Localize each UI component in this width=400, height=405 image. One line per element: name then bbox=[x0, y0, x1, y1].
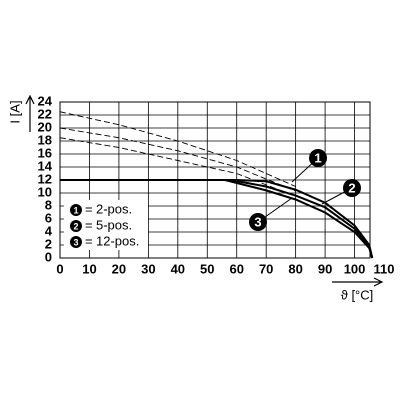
legend-badge bbox=[70, 204, 82, 216]
legend-label: 2-pos. bbox=[96, 201, 132, 216]
legend-label: 12-pos. bbox=[96, 233, 139, 248]
x-tick-label: 20 bbox=[112, 261, 126, 276]
y-tick-label: 24 bbox=[38, 93, 53, 108]
dashed-curve bbox=[59, 127, 296, 192]
callout-badge bbox=[343, 179, 361, 197]
dashed-curve bbox=[59, 111, 296, 187]
callout-badge bbox=[249, 213, 267, 231]
y-tick-label: 4 bbox=[45, 223, 53, 238]
y-tick-label: 2 bbox=[45, 236, 52, 251]
x-tick-label: 110 bbox=[374, 261, 395, 276]
x-tick-label: 60 bbox=[229, 261, 243, 276]
legend-label: 5-pos. bbox=[96, 217, 132, 232]
x-tick-label: 90 bbox=[318, 261, 332, 276]
y-arrow bbox=[25, 94, 35, 132]
x-axis-label: ϑ [°C] bbox=[341, 287, 374, 302]
y-tick-label: 10 bbox=[38, 184, 52, 199]
x-tick-label: 80 bbox=[288, 261, 302, 276]
y-tick-label: 20 bbox=[38, 119, 52, 134]
x-tick-label: 0 bbox=[56, 261, 63, 276]
y-tick-label: 16 bbox=[38, 145, 52, 160]
legend-separator: = bbox=[85, 217, 93, 232]
y-tick-label: 18 bbox=[38, 132, 52, 147]
callout-number: 1 bbox=[314, 150, 321, 165]
y-tick-label: 12 bbox=[38, 171, 52, 186]
y-tick-label: 22 bbox=[38, 106, 52, 121]
y-axis-label: I [A] bbox=[7, 100, 22, 123]
x-tick-label: 10 bbox=[82, 261, 96, 276]
x-arrow bbox=[332, 277, 384, 287]
dashed-curve bbox=[59, 137, 296, 197]
legend-number: 2 bbox=[73, 221, 78, 231]
x-tick-label: 40 bbox=[171, 261, 185, 276]
callout-number: 2 bbox=[348, 180, 355, 195]
y-tick-label: 14 bbox=[38, 158, 53, 173]
derating-curve bbox=[60, 179, 374, 259]
legend-badge bbox=[70, 220, 82, 232]
callout-number: 3 bbox=[254, 214, 261, 229]
derating-curve bbox=[60, 179, 374, 259]
y-tick-label: 8 bbox=[45, 197, 52, 212]
legend-separator: = bbox=[85, 201, 93, 216]
legend-number: 3 bbox=[73, 237, 78, 247]
legend-number: 1 bbox=[73, 205, 78, 215]
y-tick-label: 6 bbox=[45, 210, 52, 225]
legend-separator: = bbox=[85, 233, 93, 248]
legend-badge bbox=[70, 236, 82, 248]
callout-badge bbox=[309, 149, 327, 167]
x-tick-label: 100 bbox=[344, 261, 366, 276]
x-tick-label: 30 bbox=[141, 261, 155, 276]
y-tick-label: 0 bbox=[45, 249, 52, 264]
x-tick-label: 70 bbox=[259, 261, 273, 276]
derating-curve bbox=[60, 179, 374, 259]
x-tick-label: 50 bbox=[200, 261, 214, 276]
